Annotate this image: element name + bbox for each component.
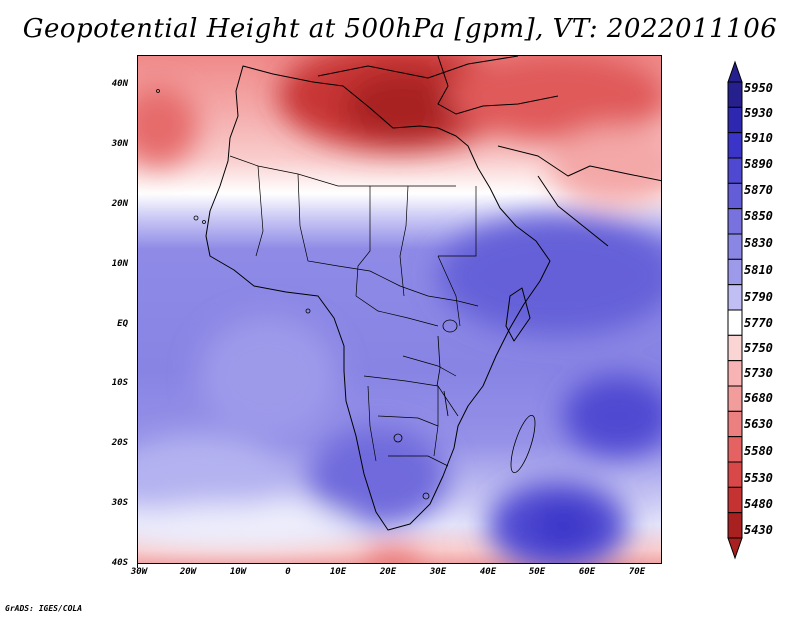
y-tick-label: 30N: [111, 139, 128, 149]
colorbar-swatch: [727, 106, 743, 134]
x-tick-label: 50E: [528, 567, 546, 577]
x-tick-label: 0: [285, 567, 291, 577]
colorbar-level-label: 5630: [744, 417, 773, 431]
chart-title: Geopotential Height at 500hPa [gpm], VT:…: [22, 14, 778, 44]
colorbar-swatch: [727, 258, 743, 286]
x-tick-label: 60E: [578, 567, 596, 577]
colorbar-level-label: 5810: [744, 263, 773, 277]
colorbar-level-label: 5770: [744, 316, 773, 330]
x-axis-tick: [137, 564, 138, 568]
colorbar-level-label: 5480: [744, 497, 773, 511]
colorbar-swatch: [727, 334, 743, 362]
y-tick-label: 40S: [111, 558, 128, 568]
y-tick-label: 10S: [111, 378, 128, 388]
colorbar-level-label: 5950: [744, 81, 773, 95]
colorbar: [727, 60, 743, 560]
colorbar-top-arrow: [727, 60, 743, 83]
height-field: [138, 56, 661, 563]
x-tick-label: 30E: [429, 567, 447, 577]
lakes-and-islands: [156, 89, 536, 500]
colorbar-swatch: [727, 284, 743, 311]
x-tick-label: 70E: [628, 567, 646, 577]
colorbar-level-label: 5750: [744, 341, 773, 355]
x-tick-label: 20W: [179, 567, 197, 577]
y-tick-label: 20S: [111, 438, 128, 448]
colorbar-swatch: [727, 132, 743, 159]
grads-credit: GrADS: IGES/COLA: [5, 604, 83, 613]
x-tick-label: 20E: [379, 567, 397, 577]
country-borders: [229, 155, 479, 467]
colorbar-swatch: [727, 385, 743, 412]
colorbar-swatch: [727, 436, 743, 463]
colorbar-swatch: [727, 461, 743, 488]
colorbar-level-label: 5730: [744, 366, 773, 380]
x-tick-label: 40E: [479, 567, 497, 577]
colorbar-swatch: [727, 233, 743, 260]
colorbar-swatch: [727, 157, 743, 184]
y-tick-label: 20N: [111, 199, 128, 209]
y-tick-label: 10N: [111, 259, 128, 269]
colorbar-level-label: 5930: [744, 106, 773, 120]
colorbar-level-label: 5790: [744, 290, 773, 304]
colorbar-level-label: 5530: [744, 471, 773, 485]
x-tick-label: 30W: [130, 567, 148, 577]
colorbar-level-label: 5430: [744, 523, 773, 537]
map-panel: [137, 55, 662, 564]
colorbar-swatch: [727, 360, 743, 387]
colorbar-level-label: 5680: [744, 391, 773, 405]
colorbar-level-label: 5870: [744, 183, 773, 197]
y-tick-label: 30S: [111, 498, 128, 508]
colorbar-swatch: [727, 208, 743, 235]
colorbar-swatch: [727, 512, 743, 539]
colorbar-level-label: 5580: [744, 444, 773, 458]
x-tick-label: 10W: [229, 567, 247, 577]
coastlines: [205, 56, 661, 531]
x-tick-label: 10E: [329, 567, 347, 577]
colorbar-level-label: 5830: [744, 236, 773, 250]
y-tick-label: EQ: [117, 319, 128, 329]
colorbar-swatch: [727, 486, 743, 514]
colorbar-swatch: [727, 410, 743, 438]
colorbar-swatch: [727, 309, 743, 336]
colorbar-level-label: 5910: [744, 131, 773, 145]
colorbar-bottom-arrow: [727, 537, 743, 560]
y-tick-label: 40N: [111, 79, 128, 89]
colorbar-swatch: [727, 81, 743, 108]
colorbar-level-label: 5850: [744, 209, 773, 223]
colorbar-swatch: [727, 182, 743, 210]
colorbar-level-label: 5890: [744, 157, 773, 171]
